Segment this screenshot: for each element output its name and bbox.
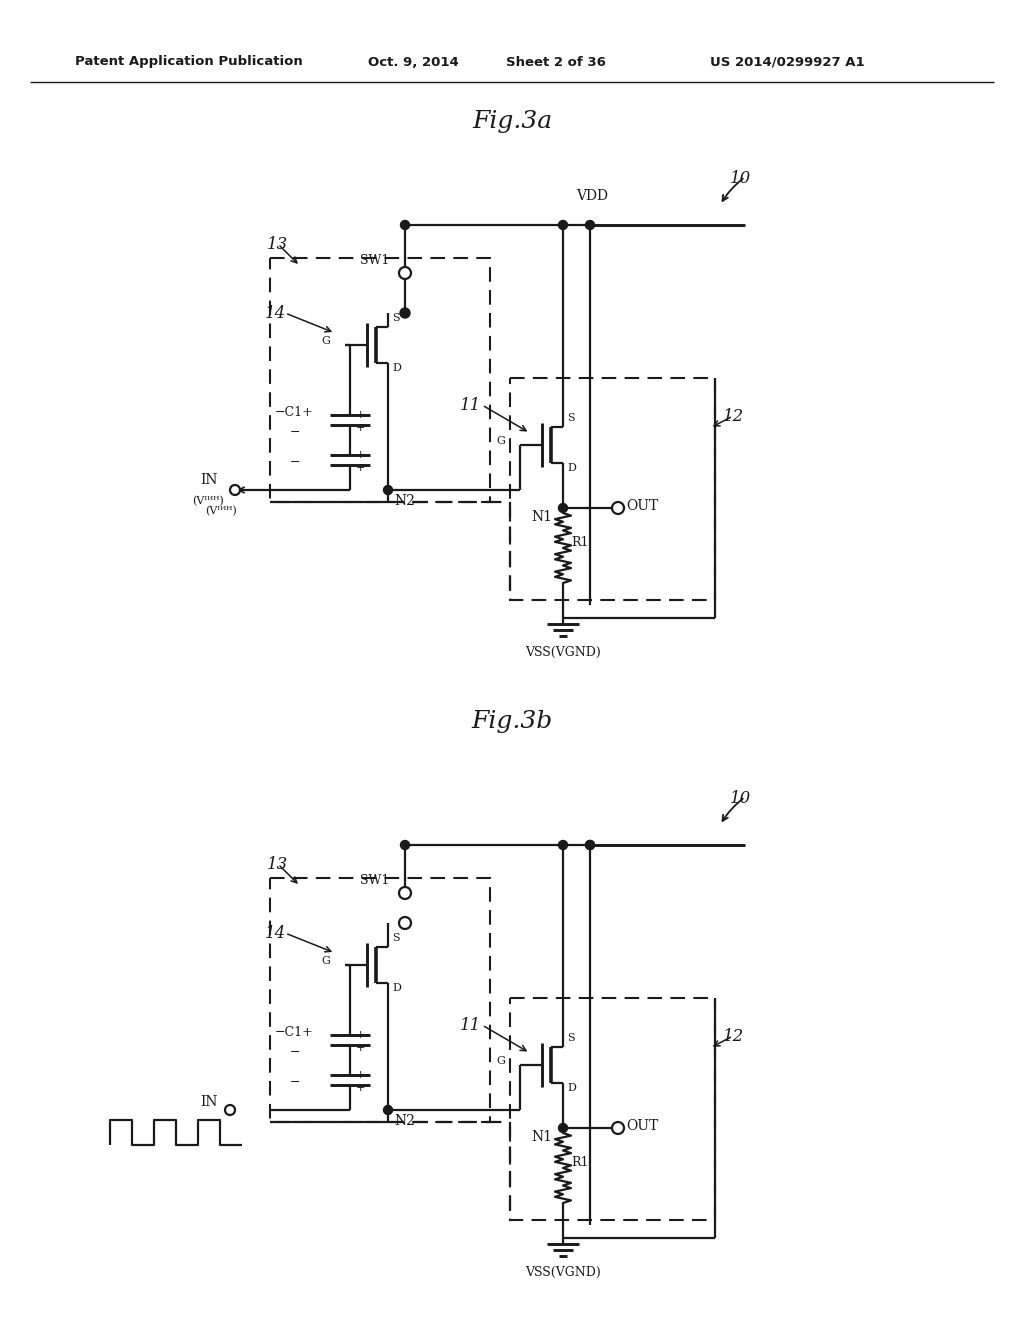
Text: (Vᴵᴻᴴ): (Vᴵᴻᴴ) <box>193 496 224 507</box>
Text: D: D <box>567 463 575 473</box>
Circle shape <box>225 1105 234 1115</box>
Text: N1: N1 <box>531 1130 552 1144</box>
Text: +: + <box>356 1043 366 1053</box>
Text: 13: 13 <box>267 236 288 253</box>
Text: R1: R1 <box>571 536 589 549</box>
Text: VDD: VDD <box>575 189 608 203</box>
Circle shape <box>230 484 240 495</box>
Circle shape <box>558 841 567 850</box>
Text: −: − <box>290 455 300 469</box>
Text: Patent Application Publication: Patent Application Publication <box>75 55 303 69</box>
Text: G: G <box>321 337 330 346</box>
Text: +: + <box>356 1030 366 1040</box>
Circle shape <box>400 308 410 318</box>
Circle shape <box>399 887 411 899</box>
Text: −: − <box>290 1045 300 1059</box>
Text: SW1: SW1 <box>360 255 389 268</box>
Text: N2: N2 <box>394 1114 415 1129</box>
Text: (Vᴵᴻᴴ): (Vᴵᴻᴴ) <box>205 506 237 516</box>
Text: 10: 10 <box>730 789 752 807</box>
Circle shape <box>400 841 410 850</box>
Circle shape <box>558 1123 567 1133</box>
Text: N1: N1 <box>531 510 552 524</box>
Text: D: D <box>567 1082 575 1093</box>
Circle shape <box>384 486 392 495</box>
Circle shape <box>384 1106 392 1114</box>
Bar <box>510 998 715 1220</box>
Text: +: + <box>356 411 366 420</box>
Text: VSS(VGND): VSS(VGND) <box>525 1266 601 1279</box>
Text: R1: R1 <box>571 1155 589 1168</box>
Bar <box>270 878 490 1122</box>
Text: −: − <box>290 1076 300 1089</box>
Circle shape <box>399 917 411 929</box>
Text: OUT: OUT <box>626 499 658 513</box>
Text: N2: N2 <box>394 494 415 508</box>
Text: +: + <box>356 463 366 473</box>
Text: SW1: SW1 <box>360 874 389 887</box>
Text: IN: IN <box>200 473 217 487</box>
Text: S: S <box>392 933 399 942</box>
Circle shape <box>612 1122 624 1134</box>
Text: OUT: OUT <box>626 1119 658 1133</box>
Text: 13: 13 <box>267 855 288 873</box>
Bar <box>510 378 715 601</box>
Text: +: + <box>356 1071 366 1080</box>
Text: VSS(VGND): VSS(VGND) <box>525 645 601 659</box>
Text: S: S <box>567 413 574 422</box>
Circle shape <box>586 841 595 850</box>
Text: 11: 11 <box>460 397 481 414</box>
Bar <box>270 257 490 502</box>
Text: 14: 14 <box>265 305 287 322</box>
Text: S: S <box>392 313 399 323</box>
Circle shape <box>586 841 595 850</box>
Text: S: S <box>567 1034 574 1043</box>
Text: +: + <box>356 1082 366 1093</box>
Text: G: G <box>496 1056 505 1067</box>
Circle shape <box>558 503 567 512</box>
Circle shape <box>400 220 410 230</box>
Text: 12: 12 <box>723 408 744 425</box>
Text: Oct. 9, 2014: Oct. 9, 2014 <box>368 55 459 69</box>
Text: G: G <box>321 956 330 966</box>
Text: D: D <box>392 983 400 993</box>
Text: Fig.3b: Fig.3b <box>471 710 553 733</box>
Text: 12: 12 <box>723 1028 744 1045</box>
Text: Sheet 2 of 36: Sheet 2 of 36 <box>506 55 606 69</box>
Circle shape <box>558 220 567 230</box>
Text: US 2014/0299927 A1: US 2014/0299927 A1 <box>710 55 864 69</box>
Text: +: + <box>356 450 366 459</box>
Circle shape <box>612 502 624 513</box>
Text: Fig.3a: Fig.3a <box>472 110 552 133</box>
Text: 14: 14 <box>265 925 287 942</box>
Text: +: + <box>356 422 366 433</box>
Text: IN: IN <box>200 1096 217 1109</box>
Text: G: G <box>496 436 505 446</box>
Text: D: D <box>392 363 400 374</box>
Text: −C1+: −C1+ <box>275 1026 313 1039</box>
Text: −C1+: −C1+ <box>275 405 313 418</box>
Text: 11: 11 <box>460 1016 481 1034</box>
Circle shape <box>399 267 411 279</box>
Circle shape <box>586 220 595 230</box>
Text: −: − <box>290 425 300 438</box>
Text: 10: 10 <box>730 170 752 187</box>
